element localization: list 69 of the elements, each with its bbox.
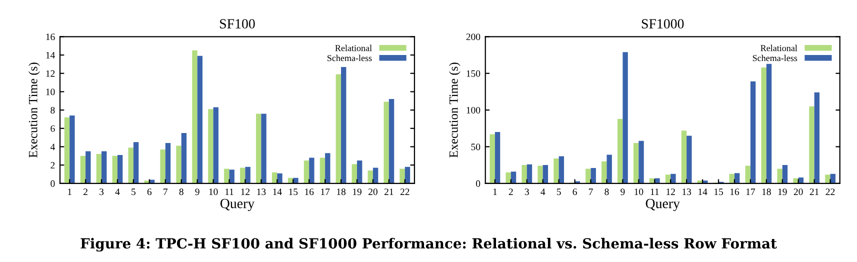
- x-tick-label: 1: [493, 188, 497, 196]
- legend-label: Schema-less: [328, 54, 372, 62]
- x-tick-label: 21: [810, 188, 819, 196]
- y-tick-label: 50: [471, 144, 480, 150]
- y-axis-title: Execution Time (s): [449, 62, 460, 158]
- y-tick-label: 150: [466, 70, 480, 77]
- x-tick-label: 2: [508, 188, 513, 196]
- chart-title: SF100: [220, 19, 255, 28]
- x-tick-label: 8: [179, 188, 184, 196]
- x-tick-label: 20: [794, 188, 803, 196]
- x-tick-label: 3: [524, 188, 529, 196]
- x-tick-label: 13: [682, 188, 692, 196]
- x-tick-label: 22: [400, 188, 410, 196]
- y-tick-label: 4: [50, 144, 55, 150]
- x-tick-label: 2: [84, 188, 88, 196]
- y-tick-label: 0: [50, 180, 55, 187]
- x-tick-label: 5: [132, 188, 136, 196]
- y-axis-title: Execution Time (s): [28, 62, 40, 158]
- y-tick-label: 10: [46, 88, 55, 96]
- x-tick-label: 8: [604, 188, 609, 196]
- x-tick-label: 14: [273, 188, 282, 196]
- x-tick-label: 4: [540, 188, 546, 196]
- x-axis-title: Query: [220, 198, 255, 212]
- y-tick-label: 14: [46, 52, 55, 58]
- x-tick-label: 16: [730, 188, 740, 196]
- x-tick-label: 20: [368, 188, 378, 196]
- x-tick-label: 17: [321, 188, 330, 196]
- x-tick-label: 12: [666, 188, 675, 196]
- x-tick-label: 17: [746, 188, 756, 196]
- x-tick-label: 15: [289, 188, 298, 196]
- legend-label: Relational: [760, 44, 798, 52]
- y-tick-label: 16: [46, 34, 55, 40]
- chart-title: SF1000: [642, 19, 684, 28]
- y-tick-label: 200: [466, 34, 480, 40]
- x-tick-label: 19: [352, 188, 362, 196]
- x-tick-label: 13: [257, 188, 266, 196]
- x-tick-label: 3: [100, 188, 104, 196]
- legend-label: Relational: [335, 44, 372, 52]
- y-tick-label: 2: [50, 162, 55, 168]
- x-axis-title: Query: [646, 198, 680, 212]
- x-tick-label: 22: [826, 188, 835, 196]
- y-tick-label: 0: [476, 180, 480, 187]
- x-tick-label: 12: [241, 188, 250, 196]
- x-tick-label: 18: [762, 188, 771, 196]
- x-tick-label: 10: [209, 188, 218, 196]
- y-tick-label: 8: [50, 106, 55, 114]
- x-tick-label: 14: [698, 188, 708, 196]
- x-tick-label: 9: [195, 188, 200, 196]
- x-tick-label: 1: [68, 188, 72, 196]
- y-tick-label: 12: [46, 70, 55, 77]
- x-tick-label: 5: [556, 188, 561, 196]
- x-tick-label: 7: [164, 188, 168, 196]
- x-tick-label: 7: [588, 188, 593, 196]
- x-tick-label: 6: [572, 188, 577, 196]
- y-tick-label: 100: [466, 106, 480, 114]
- y-tick-label: 6: [50, 125, 55, 132]
- x-tick-label: 11: [225, 188, 234, 196]
- x-tick-label: 15: [714, 188, 723, 196]
- x-tick-label: 11: [650, 188, 659, 196]
- x-tick-label: 9: [620, 188, 625, 196]
- x-tick-label: 21: [384, 188, 394, 196]
- legend-label: Schema-less: [752, 54, 798, 62]
- x-tick-label: 16: [305, 188, 314, 196]
- x-tick-label: 4: [115, 188, 120, 196]
- x-tick-label: 10: [634, 188, 644, 196]
- x-tick-label: 6: [147, 188, 152, 196]
- x-tick-label: 18: [337, 188, 346, 196]
- caption: Figure 4: TPC-H SF100 and SF1000 Performance: Relational vs. Schema-less Row Format: [80, 238, 777, 252]
- x-tick-label: 19: [778, 188, 787, 196]
